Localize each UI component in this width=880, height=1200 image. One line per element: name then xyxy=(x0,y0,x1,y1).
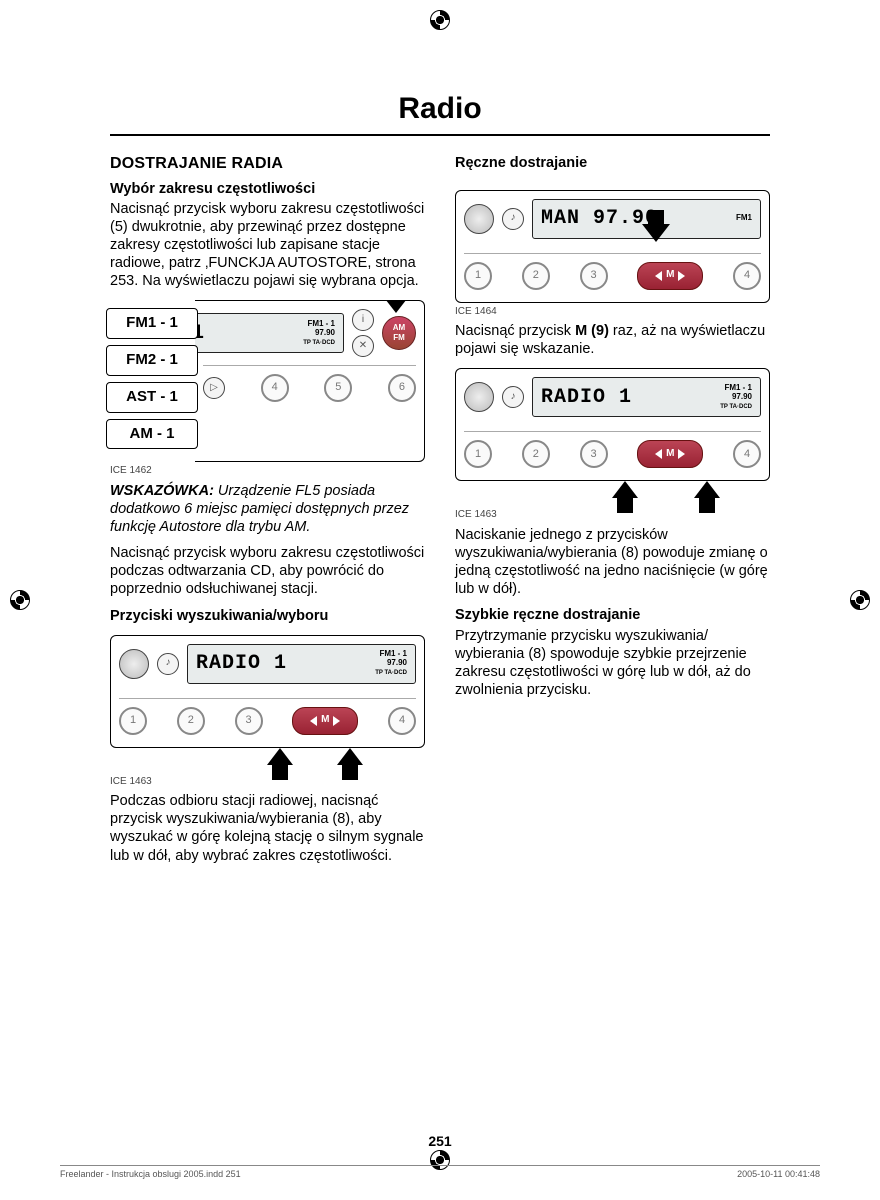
figure-label: ICE 1464 xyxy=(455,306,770,319)
band-tab: FM1 - 1 xyxy=(106,308,198,339)
play-icon: ▷ xyxy=(203,377,225,399)
left-column: DOSTRAJANIE RADIA Wybór zakresu częstotl… xyxy=(110,154,425,873)
preset-button: 4 xyxy=(261,374,289,402)
preset-button: 1 xyxy=(464,440,492,468)
arrow-up-icon xyxy=(267,748,293,765)
m-seek-button: M xyxy=(292,707,358,735)
band-tab: AST - 1 xyxy=(106,382,198,413)
cancel-icon: ✕ xyxy=(352,335,374,357)
figure-ice-1463-b: ♪ RADIO 1 FM1 - 1 97.90 TP TA·DCD 1 xyxy=(455,368,770,522)
preset-button: 1 xyxy=(119,707,147,735)
sub-heading: Wybór zakresu częstotliwości xyxy=(110,180,425,198)
sub-heading: Ręczne dostrajanie xyxy=(455,154,770,172)
footer-line: Freelander - Instrukcja obslugi 2005.ind… xyxy=(60,1165,820,1180)
band-tab: FM2 - 1 xyxy=(106,345,198,376)
lcd-main: MAN 97.90 xyxy=(541,206,658,231)
page-number: 251 xyxy=(0,1133,880,1151)
lcd-side: FM1 xyxy=(736,214,752,223)
am-fm-button: AMFM xyxy=(382,316,416,350)
preset-button: 4 xyxy=(733,262,761,290)
figure-label: ICE 1462 xyxy=(110,465,425,478)
lcd-main: RADIO 1 xyxy=(196,651,287,676)
band-tabs: FM1 - 1 FM2 - 1 AST - 1 AM - 1 xyxy=(106,308,198,449)
figure-ice-1464: ♪ MAN 97.90 FM1 1 2 3 M xyxy=(455,190,770,319)
page-title: Radio xyxy=(70,90,810,128)
volume-knob xyxy=(464,382,494,412)
lcd-display: 1 FM1 - 1 97.90 TP TA·DCD xyxy=(195,313,344,353)
seek-right-icon xyxy=(678,271,685,281)
note-icon: ♪ xyxy=(502,386,524,408)
lcd-side: FM1 - 1 97.90 TP TA·DCD xyxy=(303,320,335,346)
preset-button: 4 xyxy=(733,440,761,468)
arrow-down-icon xyxy=(382,300,410,313)
seek-right-icon xyxy=(333,716,340,726)
preset-button: 4 xyxy=(388,707,416,735)
sub-heading: Przyciski wyszukiwania/wyboru xyxy=(110,607,425,625)
seek-left-icon xyxy=(310,716,317,726)
title-rule xyxy=(110,134,770,136)
body-text: Nacisnąć przycisk wyboru zakresu częstot… xyxy=(110,544,425,598)
preset-button: 3 xyxy=(235,707,263,735)
footer-left: Freelander - Instrukcja obslugi 2005.ind… xyxy=(60,1169,241,1180)
arrow-up-icon xyxy=(612,481,638,498)
arrow-up-icon xyxy=(337,748,363,765)
preset-button: 5 xyxy=(324,374,352,402)
info-icon: i xyxy=(352,309,374,331)
lcd-display: RADIO 1 FM1 - 1 97.90 TP TA·DCD xyxy=(532,377,761,417)
preset-button: 2 xyxy=(522,440,550,468)
seek-left-icon xyxy=(655,271,662,281)
tip-text: WSKAZÓWKA: Urządzenie FL5 posiada dodatk… xyxy=(110,482,425,536)
note-icon: ♪ xyxy=(502,208,524,230)
arrow-up-icon xyxy=(694,481,720,498)
body-text: Przytrzymanie przycisku wyszukiwania/ wy… xyxy=(455,627,770,700)
m-seek-button: M xyxy=(637,440,703,468)
arrow-down-icon xyxy=(642,224,670,242)
sub-heading: Szybkie ręczne dostrajanie xyxy=(455,606,770,624)
body-text: Podczas odbioru stacji radiowej, nacisną… xyxy=(110,792,425,865)
band-tab: AM - 1 xyxy=(106,419,198,450)
body-text: Nacisnąć przycisk wyboru zakresu częstot… xyxy=(110,200,425,291)
seek-left-icon xyxy=(655,449,662,459)
m-seek-button: M xyxy=(637,262,703,290)
figure-ice-1462: FM1 - 1 FM2 - 1 AST - 1 AM - 1 1 FM1 - 1… xyxy=(110,300,425,478)
volume-knob xyxy=(464,204,494,234)
footer-right: 2005-10-11 00:41:48 xyxy=(737,1169,820,1180)
figure-label: ICE 1463 xyxy=(110,776,425,789)
preset-button: 3 xyxy=(580,440,608,468)
preset-button: 1 xyxy=(464,262,492,290)
body-text: Naciskanie jednego z przycisków wyszukiw… xyxy=(455,526,770,599)
body-text: Nacisnąć przycisk M (9) raz, aż na wyświ… xyxy=(455,322,770,358)
preset-button: 6 xyxy=(388,374,416,402)
figure-ice-1463: ♪ RADIO 1 FM1 - 1 97.90 TP TA·DCD 1 xyxy=(110,635,425,789)
preset-button: 3 xyxy=(580,262,608,290)
volume-knob xyxy=(119,649,149,679)
lcd-side: FM1 - 1 97.90 TP TA·DCD xyxy=(375,650,407,676)
lcd-main: RADIO 1 xyxy=(541,385,632,410)
lcd-display: RADIO 1 FM1 - 1 97.90 TP TA·DCD xyxy=(187,644,416,684)
seek-right-icon xyxy=(678,449,685,459)
preset-button: 2 xyxy=(177,707,205,735)
right-column: Ręczne dostrajanie ♪ MAN 97.90 FM1 1 xyxy=(455,154,770,873)
section-heading: DOSTRAJANIE RADIA xyxy=(110,154,425,174)
preset-button: 2 xyxy=(522,262,550,290)
figure-label: ICE 1463 xyxy=(455,509,770,522)
lcd-side: FM1 - 1 97.90 TP TA·DCD xyxy=(720,384,752,410)
note-icon: ♪ xyxy=(157,653,179,675)
